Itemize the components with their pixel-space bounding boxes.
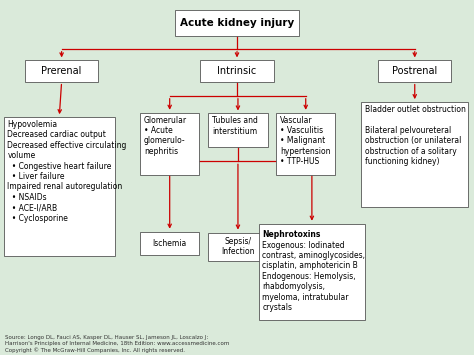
Text: Source: Longo DL, Fauci AS, Kasper DL, Hauser SL, Jameson JL, Loscalzo J:
Harris: Source: Longo DL, Fauci AS, Kasper DL, H… xyxy=(5,335,229,353)
Text: Sepsis/
Infection: Sepsis/ Infection xyxy=(221,237,255,256)
Text: Exogenous: Iodinated
contrast, aminoglycosides,
cisplatin, amphotericin B
Endoge: Exogenous: Iodinated contrast, aminoglyc… xyxy=(262,241,365,312)
FancyBboxPatch shape xyxy=(140,113,199,175)
FancyBboxPatch shape xyxy=(209,233,267,261)
Text: Postrenal: Postrenal xyxy=(392,66,438,76)
FancyBboxPatch shape xyxy=(378,60,451,82)
Text: Prerenal: Prerenal xyxy=(41,66,82,76)
FancyBboxPatch shape xyxy=(25,60,99,82)
FancyBboxPatch shape xyxy=(361,102,468,207)
FancyBboxPatch shape xyxy=(4,117,115,256)
Text: Bladder outlet obstruction

Bilateral pelvoureteral
obstruction (or unilateral
o: Bladder outlet obstruction Bilateral pel… xyxy=(365,105,466,166)
Text: Intrinsic: Intrinsic xyxy=(218,66,256,76)
FancyBboxPatch shape xyxy=(259,224,365,320)
Text: Vascular
• Vasculitis
• Malignant
hypertension
• TTP-HUS: Vascular • Vasculitis • Malignant hypert… xyxy=(280,116,330,166)
FancyBboxPatch shape xyxy=(175,10,299,36)
FancyBboxPatch shape xyxy=(140,231,199,255)
Text: Glomerular
• Acute
glomerulo-
nephritis: Glomerular • Acute glomerulo- nephritis xyxy=(144,116,187,156)
Text: Nephrotoxins: Nephrotoxins xyxy=(262,230,321,239)
FancyBboxPatch shape xyxy=(209,114,267,147)
Text: Ischemia: Ischemia xyxy=(153,239,187,248)
Text: Hypovolemia
Decreased cardiac output
Decreased effective circulating
volume
  • : Hypovolemia Decreased cardiac output Dec… xyxy=(8,120,127,223)
Text: Tubules and
interstitium: Tubules and interstitium xyxy=(212,116,258,136)
Text: Acute kidney injury: Acute kidney injury xyxy=(180,18,294,28)
FancyBboxPatch shape xyxy=(276,113,336,175)
FancyBboxPatch shape xyxy=(200,60,274,82)
